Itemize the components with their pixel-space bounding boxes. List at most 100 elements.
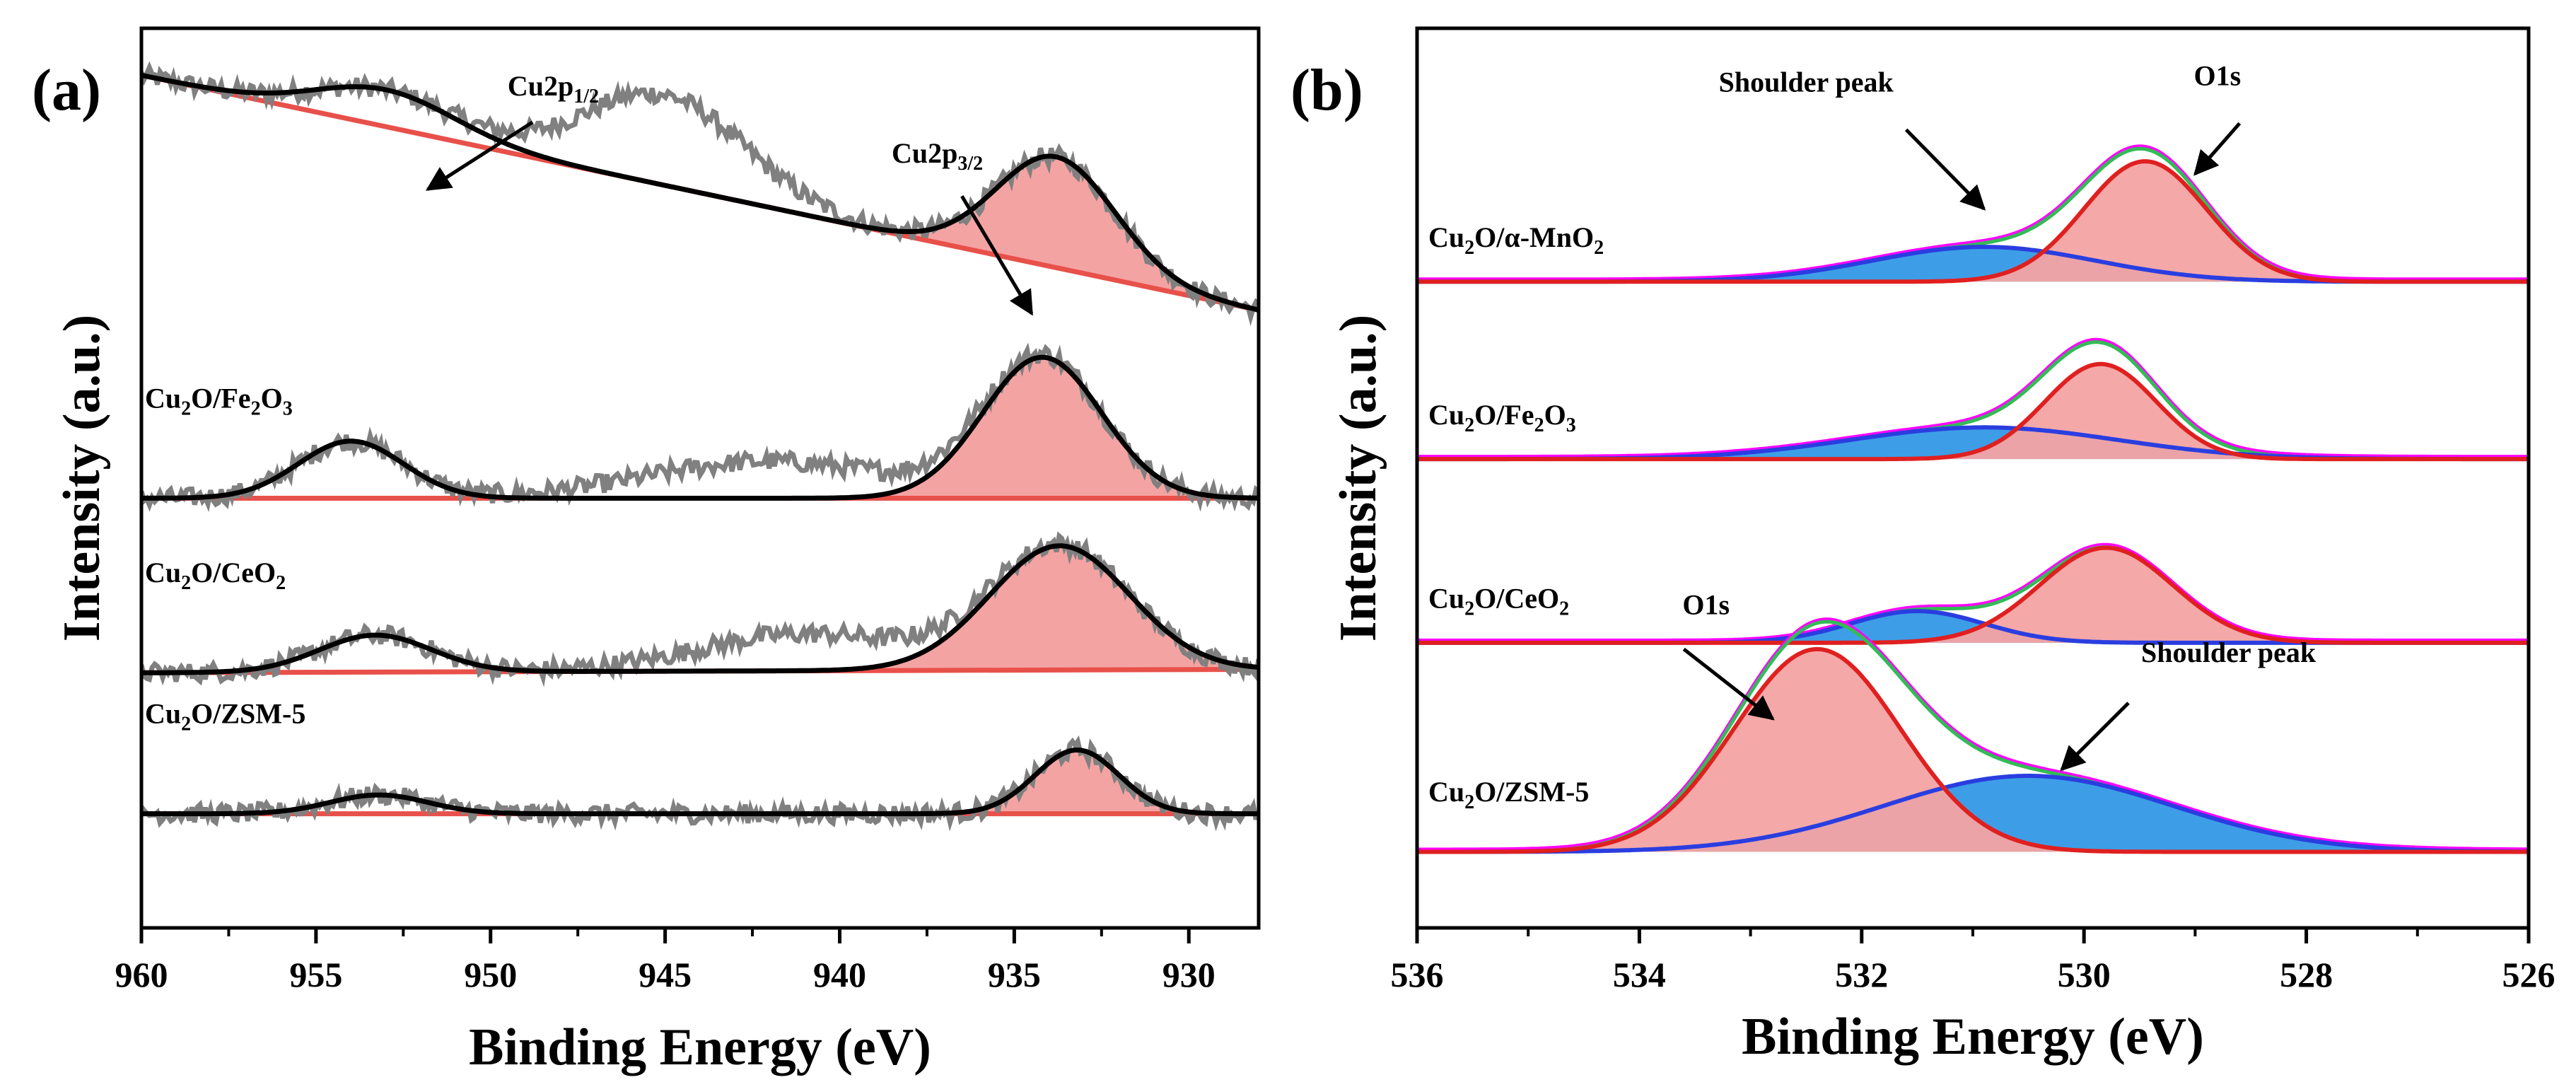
label-text: Cu bbox=[1428, 583, 1464, 615]
annotation-1: O1s bbox=[2193, 60, 2242, 176]
annotation-0: Cu2p1/2 bbox=[425, 70, 599, 191]
label-subscript: 2 bbox=[1534, 414, 1544, 436]
annotation-arrow bbox=[2193, 122, 2242, 176]
series-label: Cu2p3/2 bbox=[892, 137, 983, 175]
x-tick-label: 935 bbox=[988, 955, 1041, 994]
label-subscript: 3 bbox=[1566, 414, 1576, 436]
series-label: Cu2p1/2 bbox=[508, 70, 599, 107]
x-tick-label: 536 bbox=[1391, 955, 1444, 994]
series-2: Cu2O/CeO2 bbox=[1417, 542, 2529, 645]
label-subscript: 2 bbox=[181, 572, 191, 594]
label-text: O/CeO bbox=[191, 557, 276, 588]
x-tick-label: 955 bbox=[289, 955, 342, 994]
component-fill bbox=[1417, 611, 2529, 643]
annotation-1: Cu2p3/2 bbox=[892, 137, 1034, 316]
plot-area-a: Cu2O/α-MnO2Cu2O/Fe2O3Cu2O/CeO2Cu2O/ZSM-5… bbox=[141, 0, 1259, 832]
annotation-text: O1s bbox=[1682, 589, 1730, 621]
panel-b-label: (b) bbox=[1290, 57, 1363, 123]
series-label: Cu2O/α-MnO2 bbox=[1428, 221, 1604, 259]
component-fill bbox=[1417, 649, 2529, 852]
label-text: Cu bbox=[145, 697, 181, 729]
annotation-arrow bbox=[960, 195, 1034, 316]
label-text: O bbox=[261, 382, 283, 414]
series-0: Cu2O/α-MnO2 bbox=[141, 0, 1259, 327]
x-tick-label: 945 bbox=[639, 955, 692, 994]
peak-fill bbox=[141, 545, 1259, 673]
x-tick-label: 532 bbox=[1835, 955, 1888, 994]
annotation-text: Shoulder peak bbox=[1719, 66, 1894, 98]
label-subscript: 2 bbox=[181, 713, 191, 735]
fit-line bbox=[141, 72, 1259, 313]
series-0: Cu2O/α-MnO2 bbox=[1417, 144, 2529, 284]
series-label: Cu2O/CeO2 bbox=[1428, 583, 1569, 620]
label-subscript: 1/2 bbox=[573, 86, 599, 107]
label-subscript: 2 bbox=[276, 572, 286, 594]
x-tick-label: 528 bbox=[2280, 955, 2333, 994]
plot-area-b: Cu2O/α-MnO2Cu2O/Fe2O3Cu2O/CeO2Cu2O/ZSM-5… bbox=[1417, 60, 2529, 854]
label-subscript: 2 bbox=[251, 397, 261, 419]
series-1: Cu2O/Fe2O3 bbox=[1417, 337, 2529, 462]
annotation-3: Shoulder peak bbox=[2060, 636, 2316, 772]
label-subscript: 2 bbox=[1559, 598, 1569, 620]
series-label: Cu2O/CeO2 bbox=[145, 557, 286, 594]
label-subscript: 2 bbox=[1464, 237, 1474, 259]
label-subscript: 2 bbox=[310, 0, 320, 13]
label-text: Cu2p bbox=[508, 70, 573, 102]
annotation-arrow bbox=[425, 120, 534, 191]
label-text: Cu bbox=[1428, 399, 1464, 431]
x-axis-title-a: Binding Energy (eV) bbox=[469, 1018, 931, 1076]
label-subscript: 2 bbox=[181, 397, 191, 419]
series-label: Cu2O/ZSM-5 bbox=[1428, 776, 1589, 813]
x-tick-label: 940 bbox=[813, 955, 866, 994]
label-text: O/α-MnO bbox=[191, 0, 310, 8]
x-axis-title-b: Binding Energy (eV) bbox=[1742, 1008, 2204, 1066]
label-text: O/Fe bbox=[1474, 399, 1534, 431]
series-label: Cu2O/Fe2O3 bbox=[145, 382, 293, 419]
x-tick-label: 930 bbox=[1162, 955, 1216, 994]
label-text: Cu bbox=[145, 0, 181, 8]
annotation-0: Shoulder peak bbox=[1719, 66, 1986, 211]
annotation-text: Shoulder peak bbox=[2141, 636, 2316, 668]
label-text: O/Fe bbox=[191, 382, 250, 414]
fit-line bbox=[141, 748, 1259, 817]
raw-data-line bbox=[141, 735, 1259, 832]
fit-line bbox=[141, 354, 1259, 501]
label-text: Cu bbox=[1428, 221, 1464, 253]
series-2: Cu2O/CeO2 bbox=[141, 531, 1259, 687]
component-fill bbox=[1417, 427, 2529, 460]
plot-frame-a bbox=[139, 26, 1261, 930]
label-text: O/ZSM-5 bbox=[191, 697, 305, 729]
x-tick-label: 530 bbox=[2058, 955, 2111, 994]
x-tick-label: 950 bbox=[464, 955, 517, 994]
series-3: Cu2O/ZSM-5 bbox=[141, 697, 1259, 832]
label-text: Cu bbox=[145, 382, 181, 414]
o1s-line bbox=[1417, 646, 2529, 854]
label-text: O/α-MnO bbox=[1474, 221, 1594, 253]
label-subscript: 2 bbox=[181, 0, 191, 13]
label-text: O bbox=[1544, 399, 1566, 431]
peak-fill bbox=[141, 357, 1259, 499]
label-text: O/ZSM-5 bbox=[1474, 776, 1589, 808]
annotation-arrow bbox=[1682, 647, 1775, 721]
annotation-arrow bbox=[1904, 128, 1986, 211]
label-subscript: 2 bbox=[1464, 791, 1474, 813]
annotation-text: O1s bbox=[2193, 60, 2241, 92]
series-3: Cu2O/ZSM-5 bbox=[1417, 617, 2529, 854]
o1s-line bbox=[1417, 159, 2529, 284]
label-text: O/CeO bbox=[1474, 583, 1559, 615]
label-subscript: 2 bbox=[1464, 598, 1474, 620]
panel-a: (a) Cu2O/α-MnO2Cu2O/Fe2O3Cu2O/CeO2Cu2O/Z… bbox=[32, 0, 1261, 1076]
y-axis-title-a: Intensity (a.u.) bbox=[53, 315, 111, 642]
fit-line bbox=[141, 543, 1259, 675]
series-label: Cu2O/Fe2O3 bbox=[1428, 399, 1576, 436]
label-text: Cu2p bbox=[892, 137, 957, 169]
label-subscript: 3/2 bbox=[957, 153, 983, 175]
label-subscript: 2 bbox=[1594, 237, 1604, 259]
shoulder-line bbox=[1417, 774, 2529, 854]
x-tick-label: 526 bbox=[2502, 955, 2555, 994]
o1s-line bbox=[1417, 361, 2529, 462]
label-subscript: 3 bbox=[283, 397, 293, 419]
